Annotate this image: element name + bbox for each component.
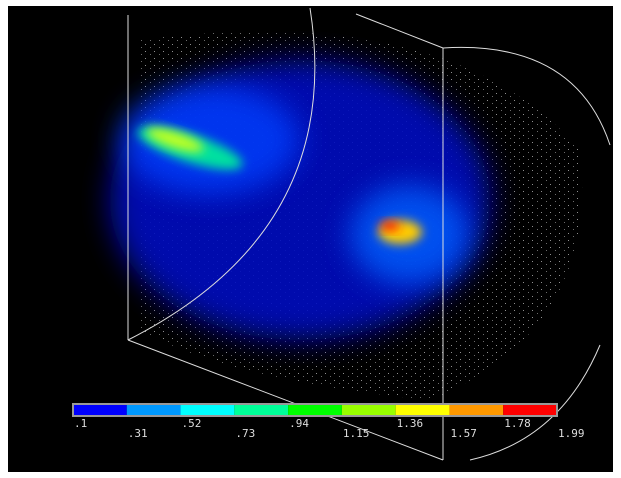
legend-label: 1.36 — [397, 417, 424, 430]
legend-swatch — [395, 404, 450, 416]
legend-label: .31 — [128, 427, 148, 440]
color-legend: .1 .31 .52 .73 .94 1.15 1.36 1.57 1.78 1.99 — [72, 403, 585, 440]
legend-label: .94 — [289, 417, 309, 430]
legend-swatch — [341, 404, 396, 416]
legend-label: 1.78 — [504, 417, 531, 430]
legend-label: .1 — [74, 417, 87, 430]
geometry-outline — [127, 7, 611, 461]
legend-label: .73 — [235, 427, 255, 440]
legend-frame — [72, 403, 558, 417]
legend-label: .52 — [182, 417, 202, 430]
legend-swatch — [234, 404, 289, 416]
legend-label: 1.99 — [558, 427, 585, 440]
legend-swatch — [180, 404, 235, 416]
legend-swatch — [73, 404, 127, 416]
field-plot — [110, 31, 583, 400]
legend-swatch — [503, 404, 557, 416]
legend-swatch — [126, 404, 181, 416]
legend-swatch — [288, 404, 342, 416]
legend-label: 1.57 — [450, 427, 477, 440]
legend-swatch — [449, 404, 504, 416]
legend-label: 1.15 — [343, 427, 370, 440]
